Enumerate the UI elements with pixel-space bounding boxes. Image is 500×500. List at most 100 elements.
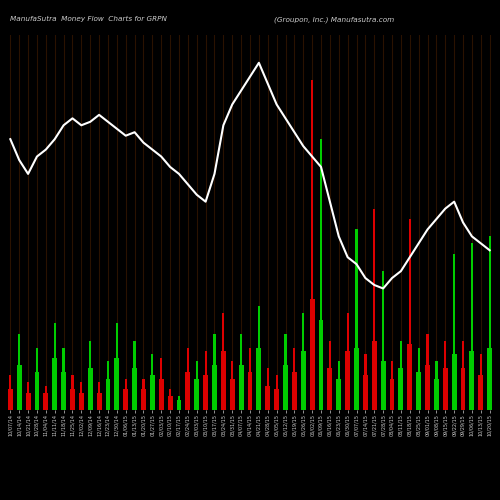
Bar xyxy=(169,389,171,410)
Bar xyxy=(329,340,331,410)
Bar xyxy=(44,386,47,410)
Bar xyxy=(354,348,359,410)
Bar xyxy=(302,313,304,410)
Bar xyxy=(98,382,100,410)
Bar xyxy=(142,379,144,410)
Bar xyxy=(444,340,446,410)
Bar xyxy=(356,230,358,410)
Bar xyxy=(70,389,75,410)
Bar xyxy=(460,368,466,410)
Bar xyxy=(187,348,189,410)
Bar xyxy=(373,208,376,410)
Bar xyxy=(292,372,297,410)
Bar xyxy=(338,362,340,410)
Bar xyxy=(96,392,102,410)
Bar xyxy=(301,351,306,410)
Bar xyxy=(284,334,286,410)
Bar xyxy=(249,348,251,410)
Bar xyxy=(196,362,198,410)
Bar xyxy=(186,372,190,410)
Bar xyxy=(471,244,473,410)
Bar xyxy=(134,340,136,410)
Bar xyxy=(231,362,234,410)
Bar xyxy=(452,354,456,410)
Bar xyxy=(310,299,314,410)
Bar xyxy=(372,340,376,410)
Bar xyxy=(382,271,384,410)
Bar xyxy=(222,313,224,410)
Bar xyxy=(212,365,217,410)
Bar xyxy=(274,389,279,410)
Bar xyxy=(150,376,155,410)
Bar xyxy=(160,358,162,410)
Bar xyxy=(398,368,404,410)
Bar xyxy=(266,386,270,410)
Bar xyxy=(17,365,21,410)
Bar xyxy=(194,379,199,410)
Bar xyxy=(345,351,350,410)
Bar xyxy=(283,365,288,410)
Bar xyxy=(26,392,30,410)
Bar xyxy=(488,236,491,410)
Bar xyxy=(380,362,386,410)
Bar xyxy=(425,365,430,410)
Bar xyxy=(480,354,482,410)
Bar xyxy=(106,379,110,410)
Bar xyxy=(230,379,234,410)
Bar xyxy=(426,334,428,410)
Bar xyxy=(204,351,206,410)
Bar xyxy=(408,344,412,410)
Bar xyxy=(107,362,109,410)
Bar xyxy=(61,372,66,410)
Bar xyxy=(391,362,393,410)
Bar xyxy=(478,376,483,410)
Bar xyxy=(44,392,49,410)
Bar xyxy=(141,389,146,410)
Bar xyxy=(364,354,366,410)
Bar xyxy=(248,372,252,410)
Bar xyxy=(89,340,92,410)
Bar xyxy=(311,80,313,410)
Bar xyxy=(18,334,21,410)
Bar xyxy=(168,396,172,410)
Bar xyxy=(151,354,154,410)
Bar xyxy=(72,376,74,410)
Bar xyxy=(159,379,164,410)
Bar xyxy=(294,348,296,410)
Bar xyxy=(124,389,128,410)
Bar xyxy=(266,368,269,410)
Bar xyxy=(470,351,474,410)
Bar xyxy=(276,376,278,410)
Text: ManufaSutra  Money Flow  Charts for GRPN: ManufaSutra Money Flow Charts for GRPN xyxy=(10,16,167,22)
Bar xyxy=(116,323,118,410)
Bar xyxy=(54,323,56,410)
Bar xyxy=(214,334,216,410)
Bar xyxy=(434,379,439,410)
Bar xyxy=(178,396,180,410)
Bar xyxy=(36,348,38,410)
Bar xyxy=(221,351,226,410)
Bar xyxy=(390,379,394,410)
Bar xyxy=(487,348,492,410)
Bar xyxy=(320,139,322,410)
Bar xyxy=(203,376,208,410)
Bar xyxy=(256,348,262,410)
Bar xyxy=(418,348,420,410)
Bar xyxy=(238,365,244,410)
Bar xyxy=(258,306,260,410)
Bar xyxy=(318,320,324,410)
Bar xyxy=(124,379,127,410)
Text: (Groupon, Inc.) Manufasutra.com: (Groupon, Inc.) Manufasutra.com xyxy=(274,16,395,23)
Bar xyxy=(453,254,456,410)
Bar xyxy=(176,400,182,410)
Bar xyxy=(240,334,242,410)
Bar xyxy=(8,389,13,410)
Bar xyxy=(336,379,341,410)
Bar xyxy=(363,376,368,410)
Bar xyxy=(408,219,411,410)
Bar xyxy=(416,372,421,410)
Bar xyxy=(436,362,438,410)
Bar xyxy=(62,348,64,410)
Bar xyxy=(443,368,448,410)
Bar xyxy=(34,372,40,410)
